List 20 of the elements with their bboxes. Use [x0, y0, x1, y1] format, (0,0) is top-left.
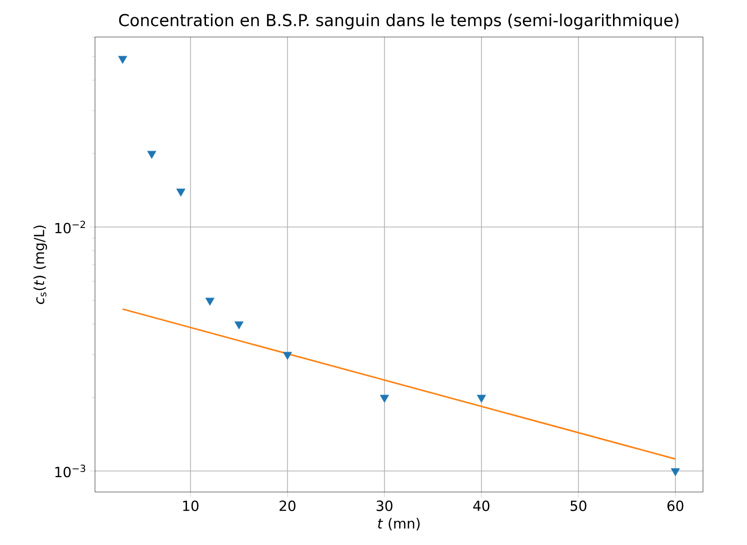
- point: [234, 321, 244, 330]
- x-tick-label: 50: [570, 500, 586, 512]
- x-tick-label: 10: [183, 500, 198, 512]
- point: [205, 298, 214, 306]
- point: [176, 188, 186, 197]
- point: [118, 56, 128, 64]
- x-tick-label: 30: [376, 500, 392, 512]
- point: [476, 394, 486, 403]
- point: [147, 150, 156, 159]
- point: [670, 468, 680, 476]
- x-tick-label: 60: [667, 500, 684, 512]
- point: [282, 352, 292, 360]
- y-tick-label: 10$^{−2}$: [55, 220, 86, 234]
- x-tick-label: 40: [473, 500, 490, 512]
- x-tick-label: 20: [280, 500, 296, 512]
- y-axis-title: c$_{s}$(t) (mg/L): [34, 226, 48, 304]
- y-tick-label: 10$^{−3}$: [55, 464, 86, 478]
- point: [380, 394, 389, 403]
- x-axis-title: t (mn): [378, 518, 420, 530]
- chart-title: Concentration en B.S.P. sanguin dans le temps (semi-logarithmique): [119, 14, 678, 30]
